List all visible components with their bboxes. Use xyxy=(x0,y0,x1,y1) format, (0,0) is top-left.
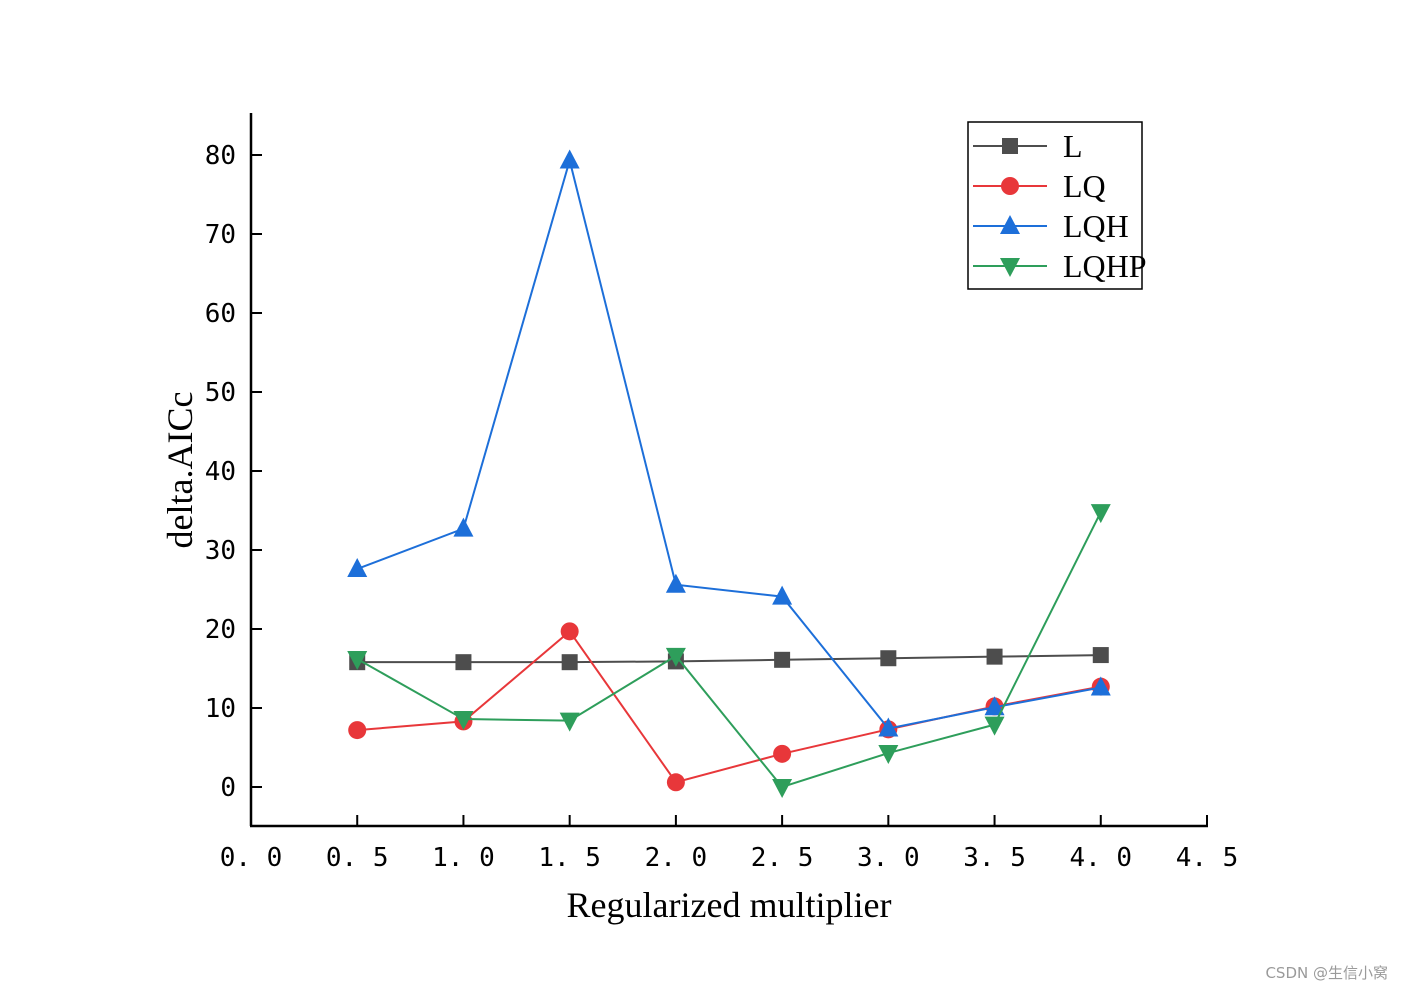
data-point-lqh xyxy=(559,149,580,169)
x-tick-label: 1. 0 xyxy=(432,843,495,873)
data-point-lqhp xyxy=(665,647,686,667)
series-lqh xyxy=(347,149,1111,737)
series-line-l xyxy=(357,654,1101,664)
legend-marker xyxy=(1001,177,1019,195)
y-tick-label: 30 xyxy=(205,536,236,566)
series-line-lqh xyxy=(356,156,1101,730)
y-tick-label: 10 xyxy=(205,694,236,724)
legend-item-lqh: LQH xyxy=(973,208,1129,244)
y-tick-label: 60 xyxy=(205,299,236,329)
series-l xyxy=(349,647,1109,671)
x-ticks: 0. 0 0. 5 1. 0 1. 5 2. 0 2. 5 3. 0 3. 5 4. 0 4. 5 xyxy=(220,815,1239,873)
legend-item-lqhp: LQHP xyxy=(973,248,1147,284)
legend-item-lq: LQ xyxy=(973,168,1106,204)
y-tick-label: 80 xyxy=(205,141,236,171)
legend-marker xyxy=(1002,138,1018,154)
watermark: CSDN @生信小窝 xyxy=(1265,964,1388,982)
data-point-l xyxy=(880,650,897,667)
legend-label: LQH xyxy=(1063,208,1129,244)
data-point-lq xyxy=(666,773,685,792)
legend-box xyxy=(967,121,1143,290)
data-point-l xyxy=(455,654,472,671)
x-tick-label: 4. 5 xyxy=(1176,843,1239,873)
data-point-lqhp xyxy=(559,712,580,732)
x-tick-label: 0. 0 xyxy=(220,843,283,873)
x-tick-label: 1. 5 xyxy=(538,843,601,873)
y-tick-label: 0 xyxy=(220,773,236,803)
data-point-lqhp xyxy=(1090,504,1111,524)
data-point-lqhp xyxy=(772,779,793,798)
data-point-lqh xyxy=(347,557,368,577)
legend-marker xyxy=(1000,215,1020,234)
data-point-lqhp xyxy=(878,745,899,765)
x-tick-label: 3. 5 xyxy=(963,843,1026,873)
data-point-lq xyxy=(773,744,792,763)
y-ticks: 0 10 20 30 40 50 60 70 80 xyxy=(205,141,262,803)
data-point-l xyxy=(986,648,1003,665)
y-tick-label: 20 xyxy=(205,615,236,645)
y-tick-label: 50 xyxy=(205,378,236,408)
data-point-lq xyxy=(560,622,579,641)
data-point-lqhp xyxy=(453,711,474,731)
series-line-lqhp xyxy=(356,511,1102,789)
x-tick-label: 0. 5 xyxy=(326,843,389,873)
x-tick-label: 4. 0 xyxy=(1069,843,1132,873)
x-axis-title: Regularized multiplier xyxy=(567,885,892,925)
legend: L LQ LQH LQHP xyxy=(967,121,1147,290)
data-point-l xyxy=(774,651,791,668)
y-tick-label: 40 xyxy=(205,457,236,487)
x-tick-label: 3. 0 xyxy=(857,843,920,873)
legend-item-l: L xyxy=(973,128,1083,164)
y-tick-label: 70 xyxy=(205,220,236,250)
data-point-l xyxy=(561,654,578,671)
data-point-lqh xyxy=(453,517,474,537)
data-point-lqh xyxy=(984,696,1005,716)
data-point-lqh xyxy=(878,717,899,737)
data-point-lqh xyxy=(665,573,686,593)
y-axis-title: delta.AICc xyxy=(160,392,200,549)
data-point-lq xyxy=(348,721,367,740)
data-point-l xyxy=(1092,647,1109,664)
x-tick-label: 2. 5 xyxy=(751,843,814,873)
legend-label: LQHP xyxy=(1063,248,1147,284)
data-point-lqhp xyxy=(347,651,368,671)
legend-label: L xyxy=(1063,128,1083,164)
series-lqhp xyxy=(347,504,1111,798)
data-point-lqh xyxy=(772,585,793,605)
legend-marker xyxy=(1000,258,1020,277)
series-layer xyxy=(347,149,1111,798)
legend-label: LQ xyxy=(1063,168,1106,204)
x-tick-label: 2. 0 xyxy=(645,843,708,873)
data-point-lqhp xyxy=(984,716,1005,736)
data-point-lqh xyxy=(1090,676,1111,696)
